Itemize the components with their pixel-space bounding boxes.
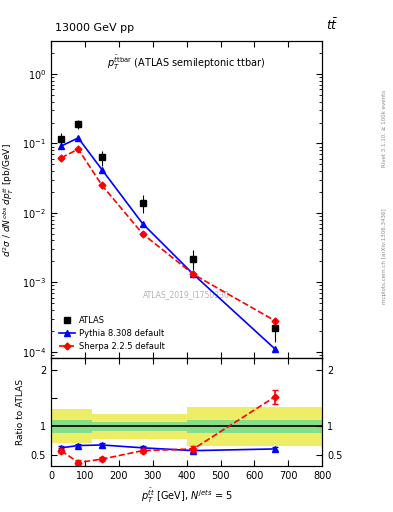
Text: ATLAS_2019_I1750330: ATLAS_2019_I1750330 — [143, 290, 230, 300]
Text: 13000 GeV pp: 13000 GeV pp — [55, 23, 134, 33]
Text: $t\bar{t}$: $t\bar{t}$ — [326, 18, 338, 33]
X-axis label: $p^{\bar{t}t}_{T}$ [GeV], $N^{jets}$ = 5: $p^{\bar{t}t}_{T}$ [GeV], $N^{jets}$ = 5 — [141, 486, 233, 504]
Y-axis label: Ratio to ATLAS: Ratio to ATLAS — [16, 379, 25, 445]
Text: Rivet 3.1.10, ≥ 100k events: Rivet 3.1.10, ≥ 100k events — [382, 90, 387, 166]
Text: $p_T^{\bar{t}\mathrm{tbar}}$ (ATLAS semileptonic ttbar): $p_T^{\bar{t}\mathrm{tbar}}$ (ATLAS semi… — [107, 54, 266, 72]
Text: mcplots.cern.ch [arXiv:1306.3436]: mcplots.cern.ch [arXiv:1306.3436] — [382, 208, 387, 304]
Legend: ATLAS, Pythia 8.308 default, Sherpa 2.2.5 default: ATLAS, Pythia 8.308 default, Sherpa 2.2.… — [55, 312, 169, 354]
Y-axis label: $d^2\sigma$ / $dN^{obs}$ $dp^{\bar{t}t}_{T}$ [pb/GeV]: $d^2\sigma$ / $dN^{obs}$ $dp^{\bar{t}t}_… — [0, 143, 17, 257]
